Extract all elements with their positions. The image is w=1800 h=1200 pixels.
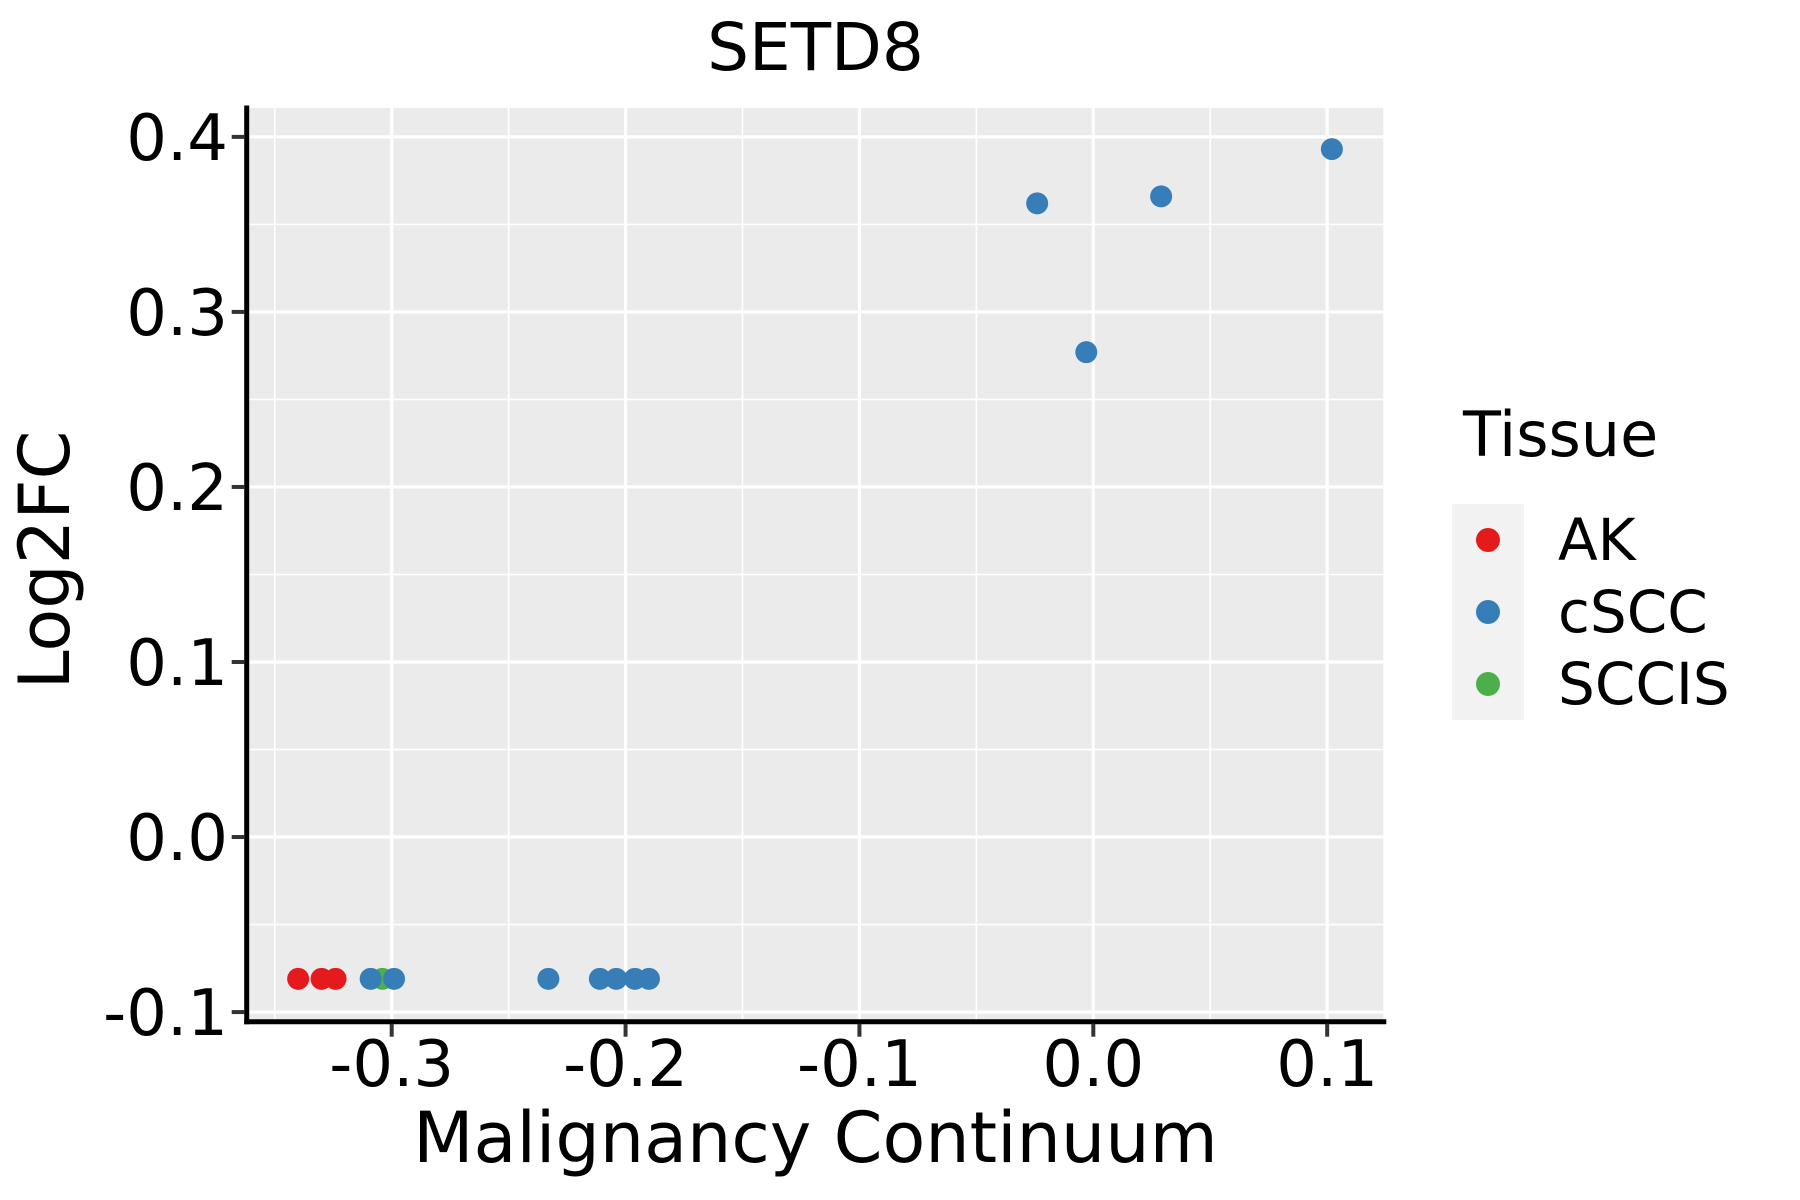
data-point-cscc (605, 967, 628, 990)
legend-key-box (1452, 576, 1524, 648)
legend-label: cSCC (1558, 578, 1708, 646)
data-point-cscc (383, 967, 406, 990)
legend-key-box (1452, 504, 1524, 576)
legend-item-ak: AK (1452, 504, 1730, 576)
data-point-cscc (588, 967, 611, 990)
legend-items: AK cSCC SCCIS (1452, 504, 1730, 720)
sccis-dot-icon (1476, 672, 1500, 696)
legend: Tissue AK cSCC SCCIS (1452, 404, 1730, 720)
ak-dot-icon (1476, 528, 1500, 552)
data-point-cscc (637, 967, 660, 990)
legend-key-box (1452, 648, 1524, 720)
data-point-cscc (359, 967, 382, 990)
data-point-cscc (537, 967, 560, 990)
y-tick-label: 0.2 (126, 452, 228, 526)
y-axis-title: Log2FC (4, 430, 86, 690)
y-tick-label: 0.3 (126, 277, 228, 351)
legend-item-cscc: cSCC (1452, 576, 1730, 648)
legend-label: SCCIS (1558, 650, 1730, 718)
y-tick-label: -0.1 (103, 977, 228, 1051)
plot-title: SETD8 (707, 9, 924, 86)
legend-title: Tissue (1463, 398, 1659, 471)
data-point-ak (324, 967, 347, 990)
x-axis-title: Malignancy Continuum (413, 1097, 1218, 1179)
data-point-cscc (1075, 341, 1098, 364)
y-tick-label: 0.1 (126, 627, 228, 701)
x-tick-label: -0.1 (797, 1028, 922, 1102)
data-point-cscc (1320, 138, 1343, 161)
x-tick-label: -0.2 (563, 1028, 688, 1102)
x-tick-label: 0.0 (1042, 1028, 1144, 1102)
data-point-ak (287, 967, 310, 990)
data-point-cscc (1150, 185, 1173, 208)
legend-item-sccis: SCCIS (1452, 648, 1730, 720)
cscc-dot-icon (1476, 600, 1500, 624)
legend-label: AK (1558, 506, 1636, 574)
y-tick-label: 0.4 (126, 102, 228, 176)
y-tick-label: 0.0 (126, 802, 228, 876)
x-tick-label: -0.3 (329, 1028, 454, 1102)
x-tick-label: 0.1 (1276, 1028, 1378, 1102)
plot-panel (246, 108, 1384, 1022)
data-point-cscc (1026, 192, 1049, 215)
